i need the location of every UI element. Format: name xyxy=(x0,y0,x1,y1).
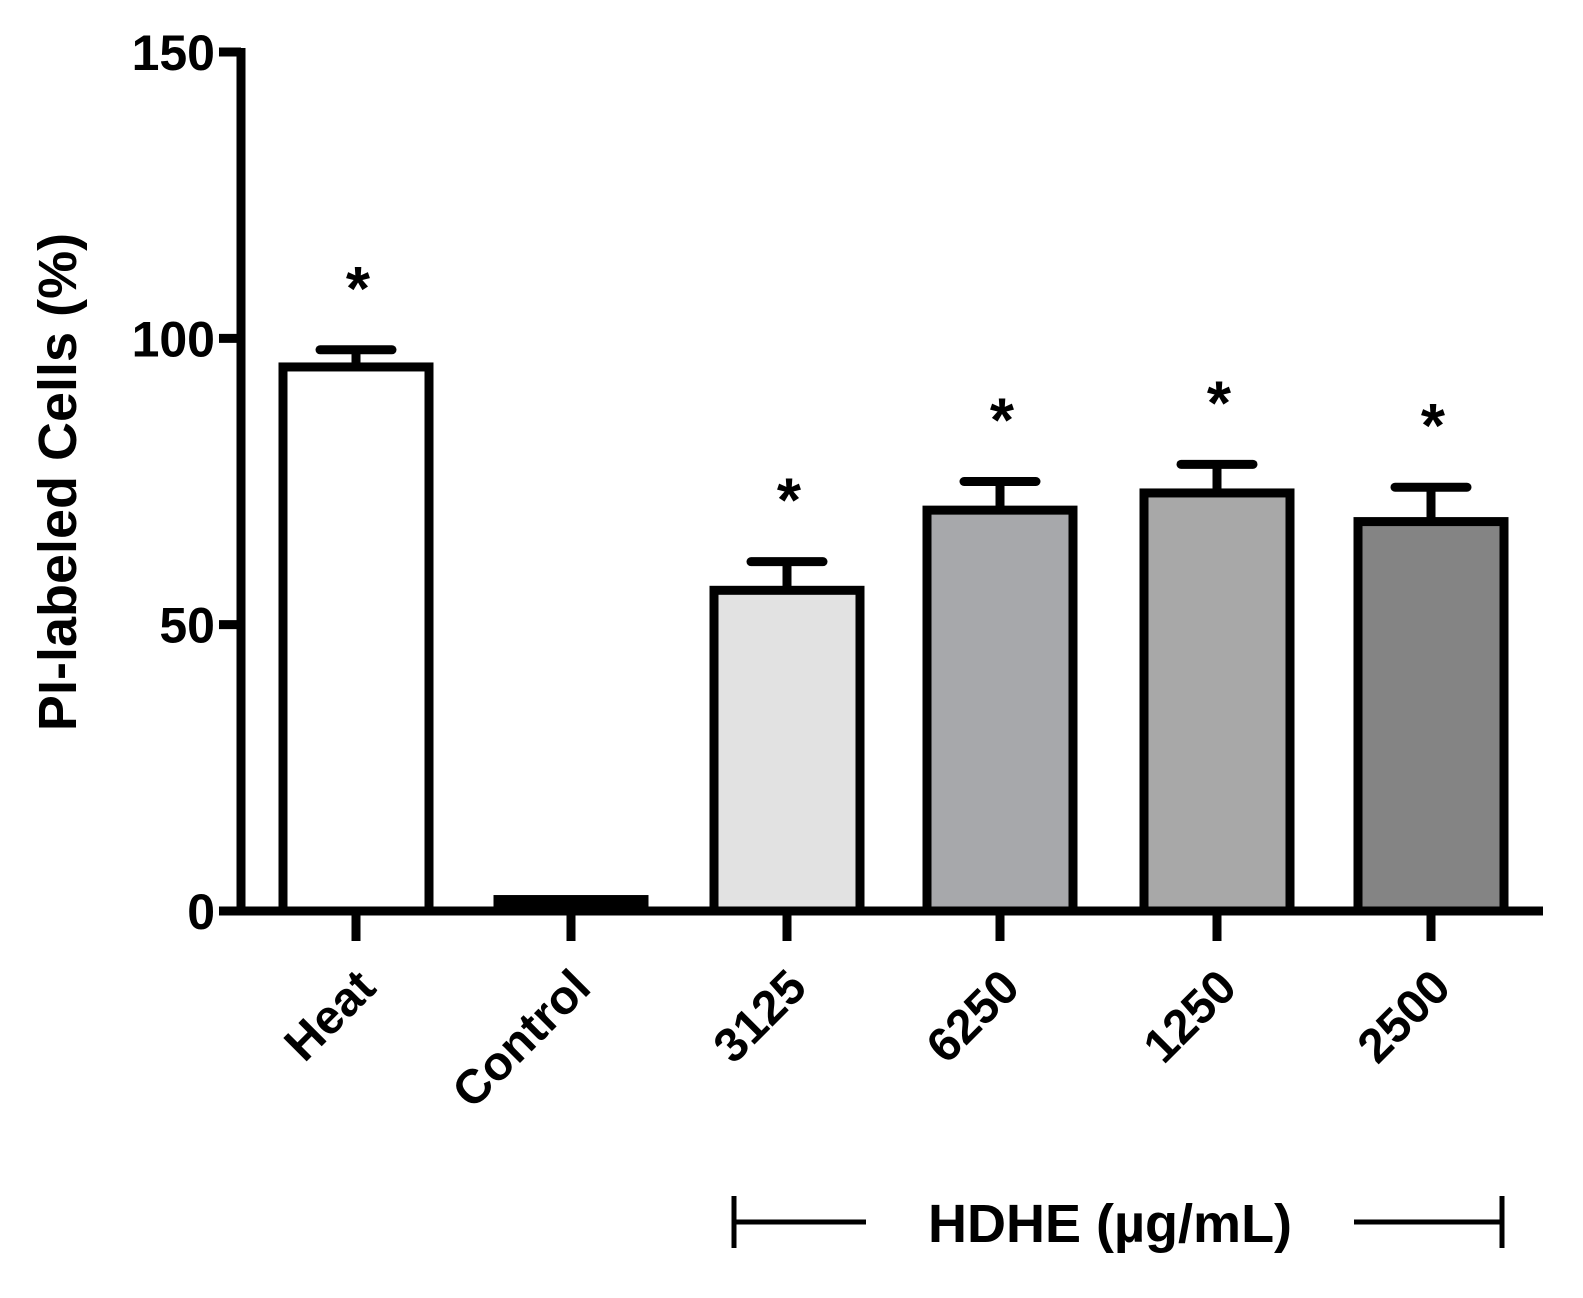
x-tick-label: 3125 xyxy=(704,960,817,1073)
significance-marker: * xyxy=(1207,369,1232,438)
y-tick-label: 150 xyxy=(132,25,215,81)
category-labels: Heat Control 3125 6250 1250 2500 xyxy=(275,960,1461,1118)
x-tick-label: 1250 xyxy=(1134,960,1247,1073)
y-tick-label: 0 xyxy=(187,884,215,940)
y-axis: 0 50 100 150 xyxy=(132,25,246,940)
bar-6250 xyxy=(922,505,1078,916)
x-tick-label: Control xyxy=(443,960,601,1118)
significance-marker: * xyxy=(990,387,1015,456)
y-axis-title: PI-labeled Cells (%) xyxy=(28,233,88,731)
significance-marker: * xyxy=(1421,392,1446,461)
x-tick-label: 6250 xyxy=(917,960,1030,1073)
bar-Heat xyxy=(278,362,434,916)
y-tick-label: 100 xyxy=(132,311,215,367)
group-label: HDHE (µg/mL) xyxy=(928,1194,1292,1254)
bar-1250 xyxy=(1139,488,1295,916)
bar-series: * * * * * xyxy=(278,255,1509,916)
bar-3125 xyxy=(709,585,865,916)
group-bracket: HDHE (µg/mL) xyxy=(731,1194,1505,1254)
x-tick-label: 2500 xyxy=(1348,960,1461,1073)
bar-Control xyxy=(493,895,649,916)
significance-marker: * xyxy=(346,255,371,324)
significance-marker: * xyxy=(777,467,802,536)
x-axis xyxy=(219,906,1543,941)
x-tick-label: Heat xyxy=(275,960,386,1071)
bar-2500 xyxy=(1353,517,1509,916)
y-tick-label: 50 xyxy=(159,598,215,654)
